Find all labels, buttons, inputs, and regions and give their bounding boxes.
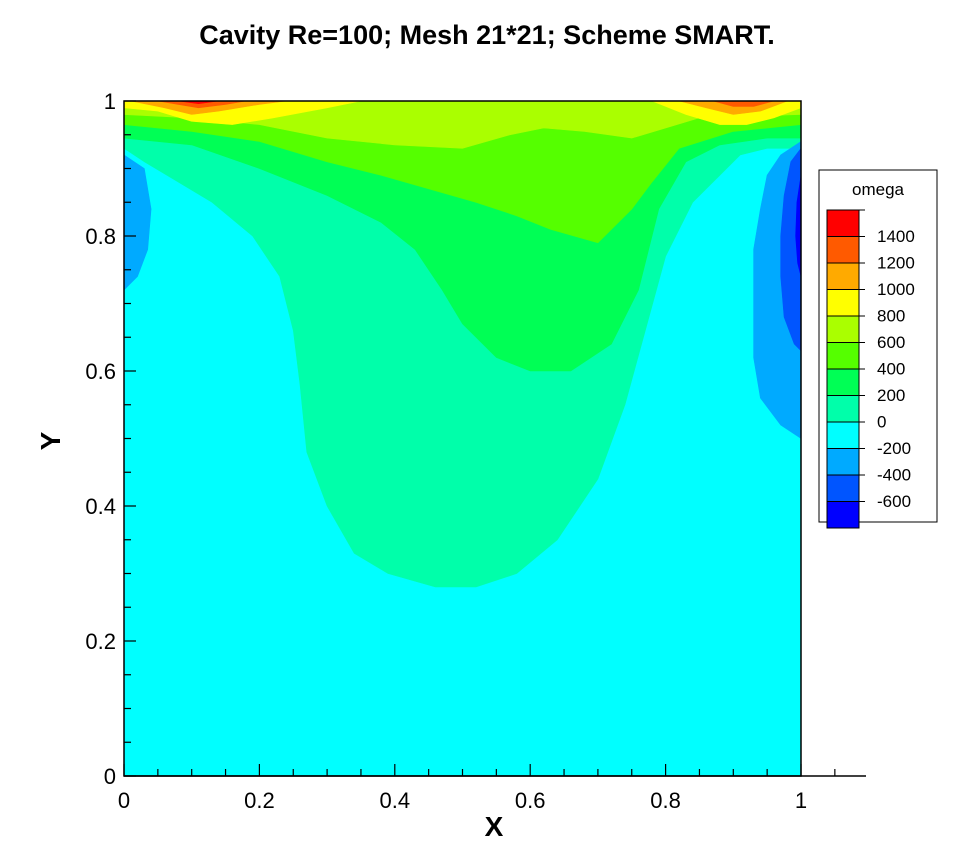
x-tick-label: 0.8: [650, 788, 681, 813]
y-axis-label: Y: [35, 431, 66, 450]
legend-label: -400: [877, 466, 911, 485]
y-tick-label: 0.2: [85, 629, 116, 654]
y-tick-label: 0.6: [85, 359, 116, 384]
legend-label: 0: [877, 413, 886, 432]
x-axis-label: X: [485, 811, 504, 842]
legend-swatch: [827, 475, 859, 502]
color-legend: omega 1400 1200 1000 800 600 400 200 0 -200 -400 -…: [818, 169, 938, 529]
legend-swatch: [827, 501, 859, 528]
legend-swatch: [827, 236, 859, 263]
legend-colorbar-outline: [826, 209, 860, 529]
legend-label: 1200: [877, 254, 915, 273]
legend-label: -600: [877, 492, 911, 511]
x-tick-label: 0.4: [380, 788, 411, 813]
contour-region-14: [780, 147, 802, 352]
x-tick-label: 1: [795, 788, 807, 813]
x-tick-label: 0.2: [244, 788, 275, 813]
chart-title: Cavity Re=100; Mesh 21*21; Scheme SMART.: [199, 20, 775, 50]
legend-swatch: [827, 422, 859, 449]
legend-swatch: [827, 263, 859, 290]
legend-entries: 1400 1200 1000 800 600 400 200 0 -200 -400 -600: [826, 209, 915, 529]
y-tick-label: 1: [104, 89, 116, 114]
legend-title: omega: [852, 180, 905, 199]
y-tick-label: 0.8: [85, 224, 116, 249]
legend-swatch: [827, 210, 859, 237]
y-tick-label: 0: [104, 764, 116, 789]
legend-label: 200: [877, 386, 905, 405]
contour-regions: [123, 100, 802, 777]
legend-swatch: [827, 369, 859, 396]
legend-swatch: [827, 316, 859, 343]
legend-label: 600: [877, 333, 905, 352]
legend-label: 400: [877, 360, 905, 379]
legend-swatch: [827, 395, 859, 422]
legend-label: -200: [877, 439, 911, 458]
legend-swatch: [827, 342, 859, 369]
legend-label: 1400: [877, 227, 915, 246]
legend-label: 1000: [877, 280, 915, 299]
y-tick-label: 0.4: [85, 494, 116, 519]
legend-label: 800: [877, 307, 905, 326]
x-tick-label: 0: [118, 788, 130, 813]
legend-swatch: [827, 448, 859, 475]
x-tick-label: 0.6: [515, 788, 546, 813]
axes: 0 0.2 0.4 0.6 0.8 1 0 0.2 0.4 0.6 0.8 1: [85, 89, 866, 813]
legend-swatch: [827, 289, 859, 316]
